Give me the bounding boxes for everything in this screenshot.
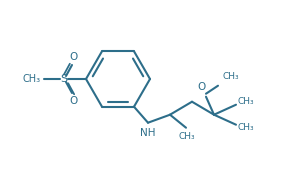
Text: NH: NH <box>140 128 156 138</box>
Text: CH₃: CH₃ <box>223 72 240 81</box>
Text: S: S <box>60 74 68 84</box>
Text: CH₃: CH₃ <box>23 74 41 84</box>
Text: CH₃: CH₃ <box>238 123 255 132</box>
Text: O: O <box>70 96 78 106</box>
Text: CH₃: CH₃ <box>238 97 255 106</box>
Text: CH₃: CH₃ <box>179 132 195 141</box>
Text: O: O <box>70 52 78 62</box>
Text: O: O <box>198 82 206 92</box>
